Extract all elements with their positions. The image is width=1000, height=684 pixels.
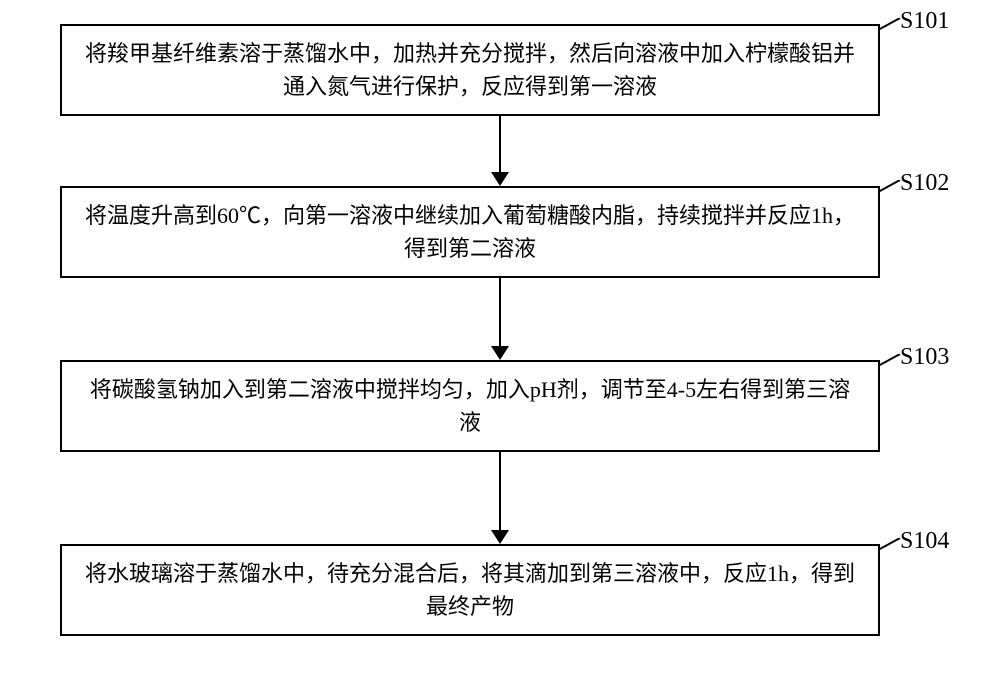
label-leader-1 bbox=[878, 18, 902, 32]
step-box-1: 将羧甲基纤维素溶于蒸馏水中，加热并充分搅拌，然后向溶液中加入柠檬酸铝并通入氮气进… bbox=[60, 24, 880, 116]
step-text-1: 将羧甲基纤维素溶于蒸馏水中，加热并充分搅拌，然后向溶液中加入柠檬酸铝并通入氮气进… bbox=[82, 37, 858, 103]
label-leader-4 bbox=[878, 538, 902, 552]
step-text-4: 将水玻璃溶于蒸馏水中，待充分混合后，将其滴加到第三溶液中，反应1h，得到最终产物 bbox=[82, 557, 858, 623]
step-text-2: 将温度升高到60℃，向第一溶液中继续加入葡萄糖酸内脂，持续搅拌并反应1h，得到第… bbox=[82, 199, 858, 265]
step-box-4: 将水玻璃溶于蒸馏水中，待充分混合后，将其滴加到第三溶液中，反应1h，得到最终产物 bbox=[60, 544, 880, 636]
step-box-2: 将温度升高到60℃，向第一溶液中继续加入葡萄糖酸内脂，持续搅拌并反应1h，得到第… bbox=[60, 186, 880, 278]
step-label-2: S102 bbox=[900, 170, 949, 197]
label-leader-3 bbox=[878, 354, 902, 368]
connector-arrow-3 bbox=[480, 452, 520, 544]
connector-arrow-2 bbox=[480, 278, 520, 360]
step-box-3: 将碳酸氢钠加入到第二溶液中搅拌均匀，加入pH剂，调节至4-5左右得到第三溶液 bbox=[60, 360, 880, 452]
label-leader-2 bbox=[878, 180, 902, 194]
step-label-1: S101 bbox=[900, 8, 949, 35]
flowchart-canvas: 将羧甲基纤维素溶于蒸馏水中，加热并充分搅拌，然后向溶液中加入柠檬酸铝并通入氮气进… bbox=[0, 0, 1000, 684]
step-text-3: 将碳酸氢钠加入到第二溶液中搅拌均匀，加入pH剂，调节至4-5左右得到第三溶液 bbox=[82, 373, 858, 439]
connector-arrow-1 bbox=[480, 116, 520, 186]
step-label-3: S103 bbox=[900, 344, 949, 371]
step-label-4: S104 bbox=[900, 528, 949, 555]
